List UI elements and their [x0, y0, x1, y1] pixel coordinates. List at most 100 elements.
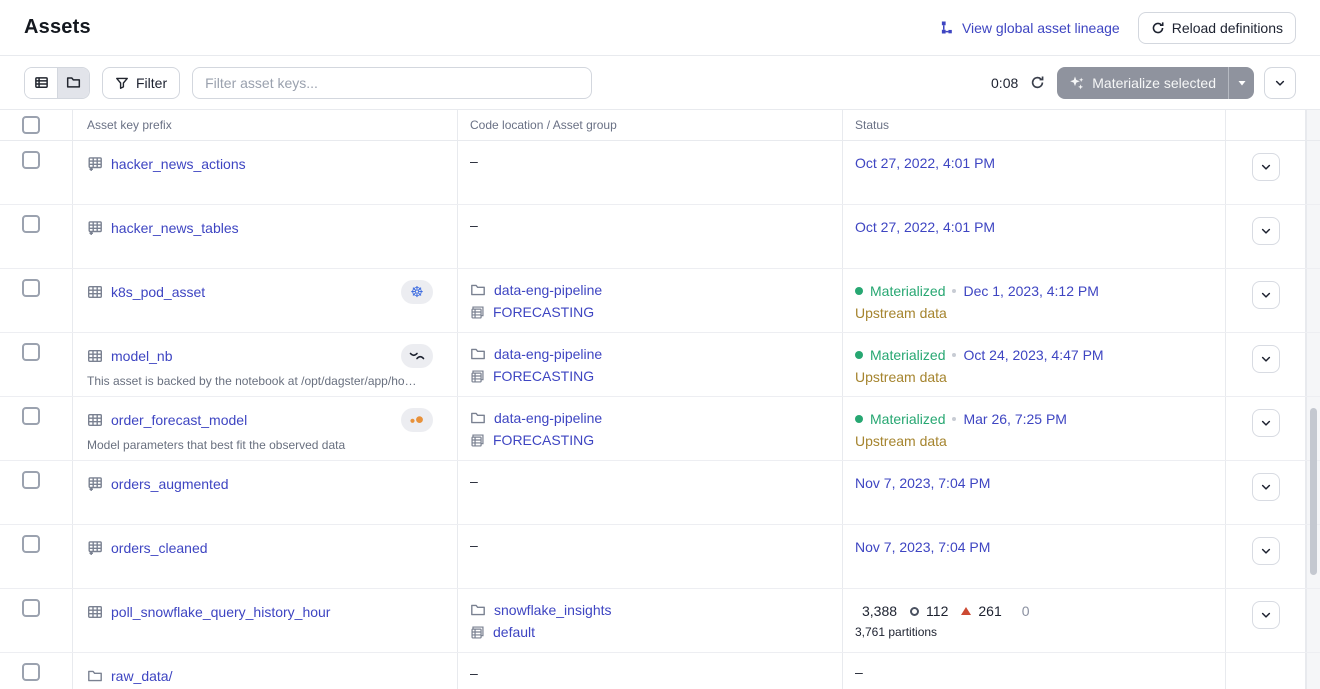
materialized-label: Materialized	[870, 347, 946, 363]
code-location-link[interactable]: snowflake_insights	[494, 602, 612, 618]
asset-key-link[interactable]: orders_cleaned	[111, 540, 208, 556]
asset-key-cell: raw_data/	[73, 653, 458, 689]
row-checkbox[interactable]	[22, 407, 40, 425]
view-global-asset-lineage-link[interactable]: View global asset lineage	[940, 20, 1120, 36]
asset-key-link[interactable]: poll_snowflake_query_history_hour	[111, 604, 331, 620]
row-checkbox-cell	[0, 461, 73, 524]
asset-key-cell: orders_cleaned	[73, 525, 458, 588]
row-checkbox-cell	[0, 525, 73, 588]
asset-key-link[interactable]: hacker_news_tables	[111, 220, 239, 236]
asset-key-link[interactable]: model_nb	[111, 348, 173, 364]
location-dash: –	[470, 665, 478, 681]
asset-group-link[interactable]: default	[493, 624, 536, 640]
code-location-link[interactable]: data-eng-pipeline	[494, 346, 603, 362]
noteable-icon	[408, 349, 426, 363]
toolbar-right: 0:08 Materialize selected	[991, 66, 1296, 99]
location-cell: –	[458, 461, 843, 524]
asset-key-link[interactable]: hacker_news_actions	[111, 156, 246, 172]
row-expand-button[interactable]	[1251, 601, 1280, 629]
partition-count: 3,388	[862, 603, 898, 619]
asset-description: Model parameters that best fit the obser…	[87, 438, 346, 452]
asset-group-line: FORECASTING	[470, 429, 830, 451]
table-icon	[87, 284, 103, 300]
row-expand-button[interactable]	[1251, 281, 1280, 309]
reload-icon	[1151, 21, 1165, 35]
materialize-selected-button[interactable]: Materialize selected	[1057, 67, 1228, 99]
row-checkbox[interactable]	[22, 663, 40, 681]
folder-icon	[470, 346, 486, 362]
table-header-row: Asset key prefix Code location / Asset g…	[0, 110, 1320, 141]
asset-key-link[interactable]: raw_data/	[111, 668, 173, 684]
materialization-timestamp-link[interactable]: Nov 7, 2023, 7:04 PM	[855, 539, 991, 555]
code-location-link[interactable]: data-eng-pipeline	[494, 410, 603, 426]
vertical-scrollbar-thumb[interactable]	[1310, 408, 1317, 575]
kubernetes-badge: ☸	[401, 280, 433, 304]
row-checkbox[interactable]	[22, 215, 40, 233]
noteable-badge	[401, 344, 433, 368]
row-expand-button[interactable]	[1251, 409, 1280, 437]
status-cell: Oct 27, 2022, 4:01 PM	[843, 205, 1226, 268]
asset-key-line: poll_snowflake_query_history_hour	[87, 600, 433, 624]
asset-group-icon	[470, 433, 485, 448]
page-header: Assets View global asset lineage	[0, 0, 1320, 56]
table-row: order_forecast_model Model parameters tha…	[0, 397, 1320, 461]
asset-key-cell: hacker_news_tables	[73, 205, 458, 268]
row-expand-button[interactable]	[1251, 153, 1280, 181]
upstream-data-label: Upstream data	[855, 369, 947, 385]
folder-icon	[470, 602, 486, 618]
filter-button[interactable]: Filter	[102, 66, 181, 99]
row-expand-button[interactable]	[1251, 473, 1280, 501]
materialization-timestamp-link[interactable]: Oct 27, 2022, 4:01 PM	[855, 219, 996, 235]
scrollbar-gutter	[1306, 205, 1320, 268]
row-expand-button[interactable]	[1251, 345, 1280, 373]
status-line: Materialized Dec 1, 2023, 4:12 PM	[855, 280, 1213, 302]
row-expand-button[interactable]	[1251, 217, 1280, 245]
materialization-timestamp-link[interactable]: Nov 7, 2023, 7:04 PM	[855, 475, 991, 491]
toolbar-expand-button[interactable]	[1264, 66, 1296, 99]
status-cell: Materialized Dec 1, 2023, 4:12 PM Upstream…	[843, 269, 1226, 332]
refresh-button[interactable]	[1028, 73, 1047, 92]
header-gutter	[1306, 110, 1320, 140]
asset-key-line: hacker_news_tables	[87, 216, 433, 240]
row-checkbox[interactable]	[22, 535, 40, 553]
materialization-timestamp-link[interactable]: Oct 27, 2022, 4:01 PM	[855, 155, 996, 171]
folder-view-button[interactable]	[57, 67, 89, 98]
asset-keys-filter-input[interactable]	[192, 66, 593, 99]
location-cell: data-eng-pipeline FORECASTING	[458, 397, 843, 460]
header-asset-key: Asset key prefix	[73, 110, 458, 140]
materialized-dot-icon	[855, 287, 863, 295]
row-actions-cell	[1226, 269, 1306, 332]
asset-key-link[interactable]: order_forecast_model	[111, 412, 248, 428]
asset-key-cell: poll_snowflake_query_history_hour	[73, 589, 458, 652]
select-all-checkbox[interactable]	[22, 116, 40, 134]
row-checkbox[interactable]	[22, 471, 40, 489]
asset-group-link[interactable]: FORECASTING	[493, 368, 595, 384]
list-view-button[interactable]	[25, 67, 57, 98]
code-location-link[interactable]: data-eng-pipeline	[494, 282, 603, 298]
status-cell: Materialized Oct 24, 2023, 4:47 PM Upstrea…	[843, 333, 1226, 396]
separator-dot-icon	[952, 417, 957, 421]
row-checkbox[interactable]	[22, 343, 40, 361]
asset-table-body: hacker_news_actions – Oct 27, 2022, 4:01 P…	[0, 141, 1320, 689]
header-actions: View global asset lineage Reload definit…	[940, 11, 1296, 44]
asset-key-link[interactable]: orders_augmented	[111, 476, 229, 492]
row-checkbox[interactable]	[22, 151, 40, 169]
row-checkbox[interactable]	[22, 599, 40, 617]
materialization-timestamp-link[interactable]: Oct 24, 2023, 4:47 PM	[963, 347, 1104, 363]
materialize-dropdown-button[interactable]	[1228, 66, 1254, 99]
scrollbar-gutter	[1306, 141, 1320, 204]
reload-definitions-button[interactable]: Reload definitions	[1137, 11, 1296, 44]
partition-count: 0	[1021, 603, 1030, 619]
asset-key-line: raw_data/	[87, 664, 433, 688]
materialization-timestamp-link[interactable]: Dec 1, 2023, 4:12 PM	[963, 283, 1099, 299]
table-row: poll_snowflake_query_history_hour snowfla…	[0, 589, 1320, 653]
row-checkbox[interactable]	[22, 279, 40, 297]
asset-group-link[interactable]: FORECASTING	[493, 304, 595, 320]
materialization-timestamp-link[interactable]: Mar 26, 7:25 PM	[963, 411, 1067, 427]
row-expand-button[interactable]	[1251, 537, 1280, 565]
asset-key-link[interactable]: k8s_pod_asset	[111, 284, 206, 300]
row-checkbox-cell	[0, 269, 73, 332]
materialized-dot-icon	[855, 415, 863, 423]
asset-group-link[interactable]: FORECASTING	[493, 432, 595, 448]
